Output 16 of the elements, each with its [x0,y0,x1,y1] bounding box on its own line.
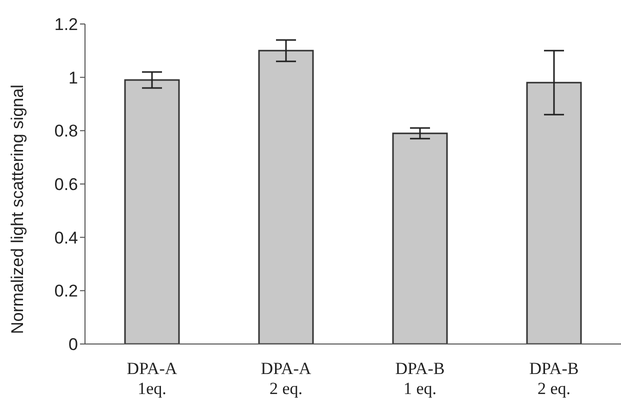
y-tick-label: 0.4 [54,228,78,248]
x-tick-label: DPA-A 1eq. [126,359,178,398]
y-axis-title: Normalized light scattering signal [8,84,28,334]
bar [124,79,180,344]
x-tick-label: DPA-B 2 eq. [529,359,579,398]
y-tick-label: 0 [68,335,78,354]
bar [526,82,582,344]
y-tick-label: 1.2 [54,15,78,34]
x-tick-label: DPA-A 2 eq. [260,359,312,398]
y-tick-label: 0.6 [54,175,78,194]
y-tick-label: 0.8 [54,122,78,141]
y-tick-label: 0.2 [54,282,78,301]
bar [392,132,448,344]
x-tick-label: DPA-B 1 eq. [395,359,445,398]
y-tick-label: 1 [68,68,78,88]
bar [258,50,314,344]
